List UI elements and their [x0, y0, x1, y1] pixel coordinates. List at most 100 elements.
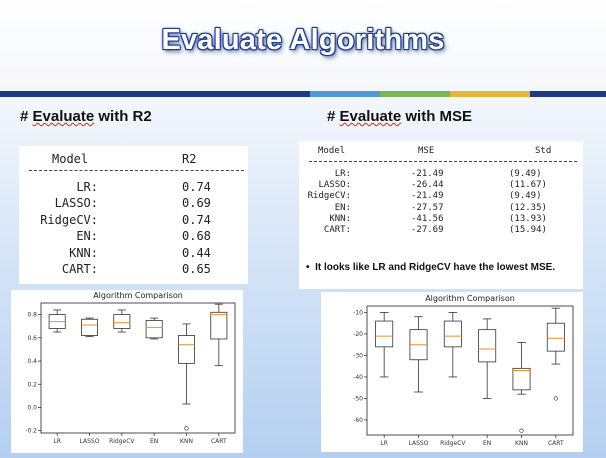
mse-boxplot-panel: Algorithm Comparison -60 -50 -40 -30 -20 -10 LR… [321, 292, 583, 452]
x-tick-label: RidgeCV [440, 440, 466, 447]
heading-prefix: # [327, 108, 340, 125]
y-tick-label: 0.6 [27, 335, 37, 342]
box [81, 318, 98, 336]
x-tick-label: EN [483, 440, 491, 447]
x-tick-label: KNN [515, 440, 528, 447]
accent-segment [0, 91, 150, 97]
outlier-point [553, 396, 558, 401]
outlier-point [184, 426, 189, 431]
y-tick-label: 0.2 [27, 381, 37, 388]
row-mse: -21.49 [411, 169, 444, 179]
chart-title: Algorithm Comparison [93, 291, 183, 300]
mse-results-table: Model MSE Std LR: -21.49 (9.49) LASSO: -26.4… [299, 141, 583, 289]
plot-frame [40, 302, 236, 434]
x-tick-label: LR [380, 440, 388, 447]
row-mse: -21.49 [411, 191, 444, 202]
x-tick-label: RidgeCV [109, 438, 135, 445]
accent-segment [450, 91, 530, 97]
note-text: It looks like LR and RidgeCV have the lo… [315, 262, 556, 273]
table-rule [29, 170, 244, 171]
y-tick-label: 0.8 [27, 312, 37, 319]
y-tick-label: -40 [353, 374, 363, 381]
mse-boxplot-chart: Algorithm Comparison -60 -50 -40 -30 -20 -10 LR… [353, 294, 574, 447]
row-r2: 0.69 [182, 196, 211, 211]
heading-word: Evaluate [32, 108, 95, 125]
x-tick-label: LASSO [409, 440, 429, 447]
row-model: KNN: [69, 245, 98, 260]
plot-frame [366, 305, 574, 436]
conclusion-note: • It looks like LR and RidgeCV have the … [306, 262, 555, 273]
row-mse: -27.69 [411, 225, 444, 235]
accent-segment [310, 91, 380, 97]
row-r2: 0.74 [182, 180, 211, 194]
col-header-r2: R2 [182, 152, 197, 166]
row-r2: 0.68 [182, 229, 211, 244]
x-tick-label: KNN [180, 438, 193, 445]
r2-boxplot-chart: Algorithm Comparison -0.2 0.0 0.2 0.4 0.6 0.8 L… [25, 291, 236, 445]
accent-segment [380, 91, 450, 97]
row-model: LASSO: [318, 180, 351, 191]
slide-title: Evaluate Algorithms [161, 24, 445, 56]
y-tick-label: -60 [353, 417, 363, 424]
accent-segment [150, 91, 310, 97]
row-std: (15.94) [509, 225, 547, 235]
box [145, 320, 163, 339]
col-header-mse: MSE [418, 146, 435, 156]
col-header-model: Model [52, 152, 89, 166]
r2-boxplot-panel: Algorithm Comparison -0.2 0.0 0.2 0.4 0.6 0.8 L… [11, 290, 243, 453]
box [178, 335, 195, 364]
row-r2: 0.65 [182, 262, 211, 276]
r2-heading: # Evaluate with R2 [20, 108, 152, 125]
chart-title: Algorithm Comparison [425, 294, 515, 303]
y-tick-label: -20 [353, 331, 363, 338]
row-std: (9.49) [509, 191, 542, 202]
accent-stripe [0, 91, 606, 97]
row-model: CART: [61, 262, 98, 276]
x-tick-label: CART [548, 440, 564, 447]
col-header-model: Model [318, 146, 346, 156]
x-tick-label: LASSO [80, 438, 100, 445]
outlier-point [519, 428, 524, 433]
x-tick-label: CART [211, 438, 227, 445]
heading-rest: with MSE [401, 108, 473, 125]
row-std: (12.35) [509, 202, 547, 213]
row-r2: 0.44 [182, 245, 211, 260]
r2-results-table: Model R2 LR: 0.74 LASSO: 0.69 RidgeCV: 0.74 EN… [19, 146, 248, 284]
box [443, 320, 462, 348]
box [113, 314, 131, 329]
box [210, 311, 228, 340]
box [546, 322, 565, 352]
row-mse: -41.56 [411, 213, 444, 224]
y-tick-label: 0.4 [27, 358, 37, 365]
box [409, 329, 428, 361]
title-bar [0, 0, 606, 92]
row-model: RidgeCV: [307, 191, 351, 202]
bullet: • [306, 262, 310, 273]
row-std: (11.67) [509, 180, 547, 191]
y-tick-label: 0.0 [27, 404, 37, 411]
heading-word: Evaluate [339, 108, 402, 125]
mse-heading: # Evaluate with MSE [327, 108, 472, 125]
box [478, 329, 497, 363]
row-model: LR: [334, 169, 351, 179]
row-model: KNN: [329, 213, 351, 224]
heading-rest: with R2 [94, 108, 152, 125]
row-std: (9.49) [509, 169, 542, 179]
accent-segment [530, 91, 606, 97]
x-tick-label: LR [53, 438, 61, 445]
row-model: EN: [76, 229, 98, 244]
row-mse: -27.57 [411, 202, 444, 213]
row-mse: -26.44 [411, 180, 444, 191]
box [512, 367, 531, 391]
row-r2: 0.74 [182, 212, 211, 227]
row-std: (13.93) [509, 213, 547, 224]
col-header-std: Std [535, 146, 552, 156]
row-model: RidgeCV: [40, 212, 98, 227]
heading-prefix: # [20, 108, 33, 125]
y-tick-label: -50 [353, 395, 363, 402]
y-tick-label: -10 [353, 309, 363, 316]
table-rule [309, 161, 577, 162]
row-model: CART: [323, 225, 351, 235]
row-model: LR: [76, 180, 98, 194]
